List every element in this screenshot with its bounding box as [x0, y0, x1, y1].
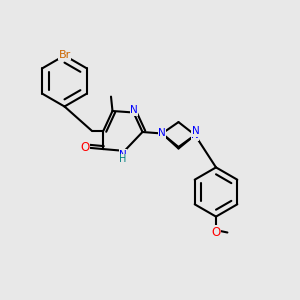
Text: N: N [119, 150, 127, 160]
Text: Br: Br [58, 50, 70, 60]
Text: N: N [191, 130, 199, 140]
Text: O: O [80, 141, 89, 154]
Text: N: N [130, 105, 138, 115]
Text: N: N [158, 128, 166, 139]
Text: O: O [212, 226, 220, 239]
Text: N: N [192, 126, 200, 136]
Text: H: H [119, 154, 127, 164]
